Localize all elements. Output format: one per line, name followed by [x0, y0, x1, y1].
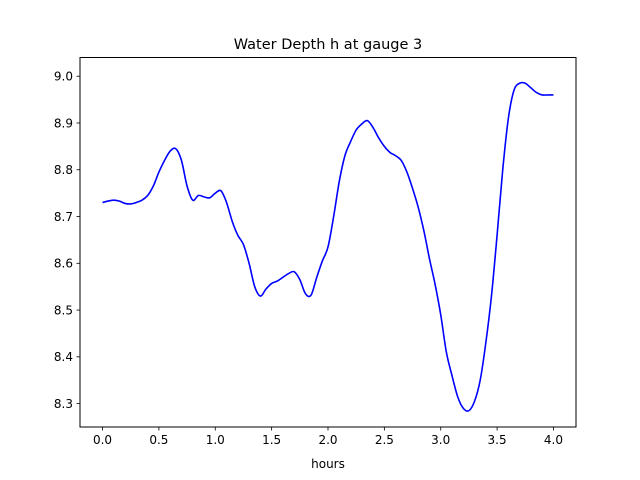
x-tick-label: 2.0 [318, 433, 337, 447]
y-tick-label: 8.6 [54, 257, 73, 271]
x-tick-label: 3.5 [488, 433, 507, 447]
y-tick-label: 8.8 [54, 163, 73, 177]
plot-area [102, 81, 554, 412]
chart-title: Water Depth h at gauge 3 [234, 37, 422, 53]
x-axis: 0.0 0.5 1.0 1.5 2.0 2.5 3.0 3.5 4.0 [93, 427, 563, 447]
x-axis-label: hours [311, 457, 345, 471]
x-tick-label: 0.0 [93, 433, 112, 447]
x-tick-label: 3.0 [431, 433, 450, 447]
series-line-0 [102, 81, 554, 412]
y-axis: 8.3 8.4 8.5 8.6 8.7 8.8 8.9 9.0 [54, 70, 80, 411]
x-tick-label: 4.0 [544, 433, 563, 447]
x-tick-label: 0.5 [149, 433, 168, 447]
plot-frame [79, 57, 577, 428]
y-tick-label: 8.7 [54, 210, 73, 224]
x-tick-label: 1.0 [206, 433, 225, 447]
y-tick-label: 9.0 [54, 70, 73, 84]
x-tick-label: 2.5 [375, 433, 394, 447]
y-tick-label: 8.5 [54, 303, 73, 317]
y-tick-label: 8.4 [54, 350, 73, 364]
x-tick-label: 1.5 [262, 433, 281, 447]
y-tick-label: 8.3 [54, 397, 73, 411]
y-tick-label: 8.9 [54, 116, 73, 130]
